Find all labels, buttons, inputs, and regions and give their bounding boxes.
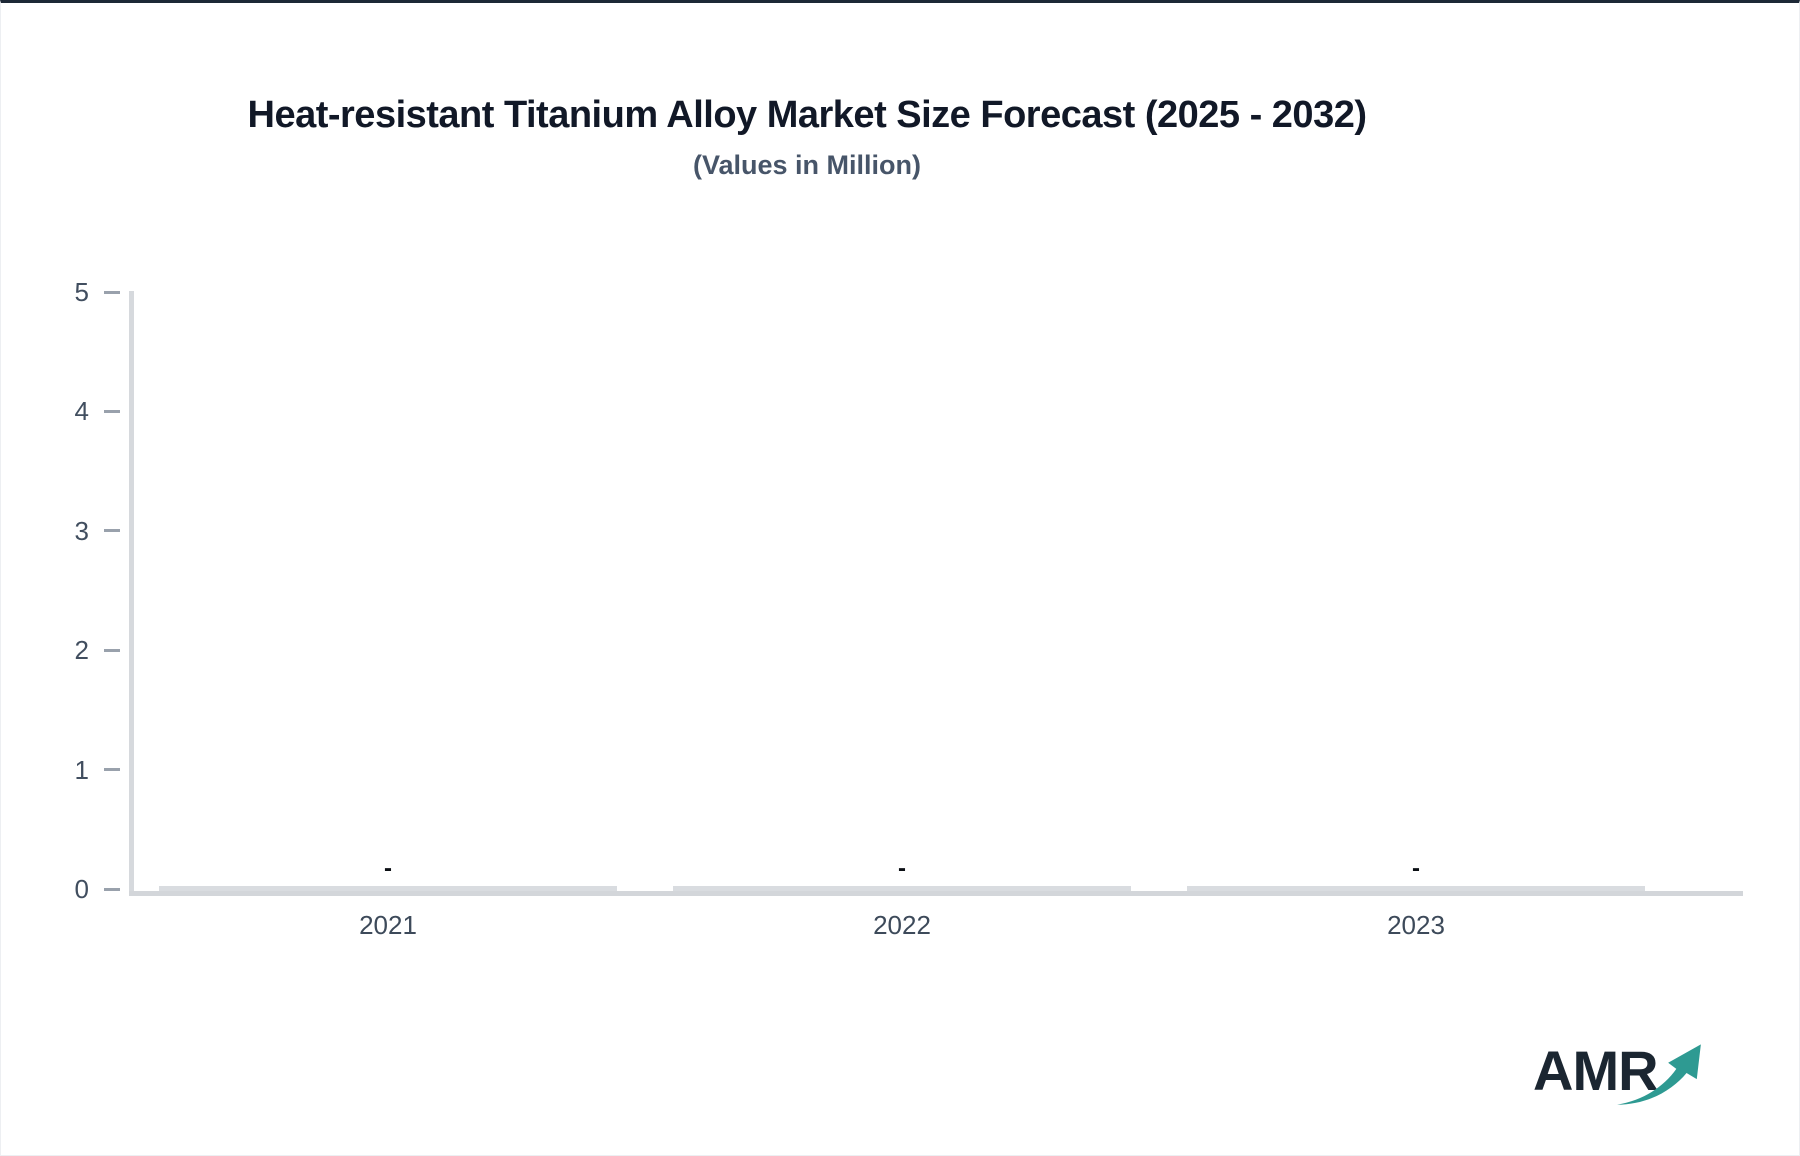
y-axis-tick-mark	[104, 410, 120, 413]
y-axis-tick-label: 1	[74, 755, 89, 785]
trend-up-arrow-icon	[1617, 1044, 1701, 1105]
bar-2023[interactable]	[1187, 886, 1645, 891]
category-slot-2022: - 2022	[645, 3, 1159, 1155]
y-axis-tick-mark	[104, 649, 120, 652]
amr-logo-text: AMR	[1533, 1039, 1659, 1102]
y-axis-tick-label: 2	[74, 635, 89, 665]
category-slot-2021: - 2021	[131, 3, 645, 1155]
chart-subtitle: (Values in Million)	[692, 150, 922, 180]
y-axis-tick-label: 4	[74, 396, 89, 426]
y-axis-line	[129, 291, 134, 896]
bar-data-label: -	[384, 855, 392, 882]
y-axis-tick-mark	[104, 768, 120, 771]
y-axis-tick-label: 0	[74, 874, 89, 904]
x-axis-label: 2021	[359, 910, 417, 940]
x-axis-label: 2022	[873, 910, 931, 940]
bar-data-label: -	[898, 855, 906, 882]
x-axis-label: 2023	[1387, 910, 1445, 940]
category-slot-2023: - 2023	[1159, 3, 1673, 1155]
bar-2022[interactable]	[673, 886, 1131, 891]
chart-title: Heat-resistant Titanium Alloy Market Siz…	[247, 94, 1367, 136]
y-axis-tick-label: 5	[74, 277, 89, 307]
x-axis-line	[129, 891, 1743, 896]
y-axis-tick-mark	[104, 291, 120, 294]
y-axis-tick-mark	[104, 529, 120, 532]
y-axis-tick-mark	[104, 888, 120, 891]
bar-2021[interactable]	[159, 886, 617, 891]
y-axis-tick-label: 3	[74, 516, 89, 546]
bar-data-label: -	[1412, 855, 1420, 882]
amr-logo: AMR	[1533, 1039, 1733, 1119]
chart-header: Heat-resistant Titanium Alloy Market Siz…	[1, 93, 1613, 181]
